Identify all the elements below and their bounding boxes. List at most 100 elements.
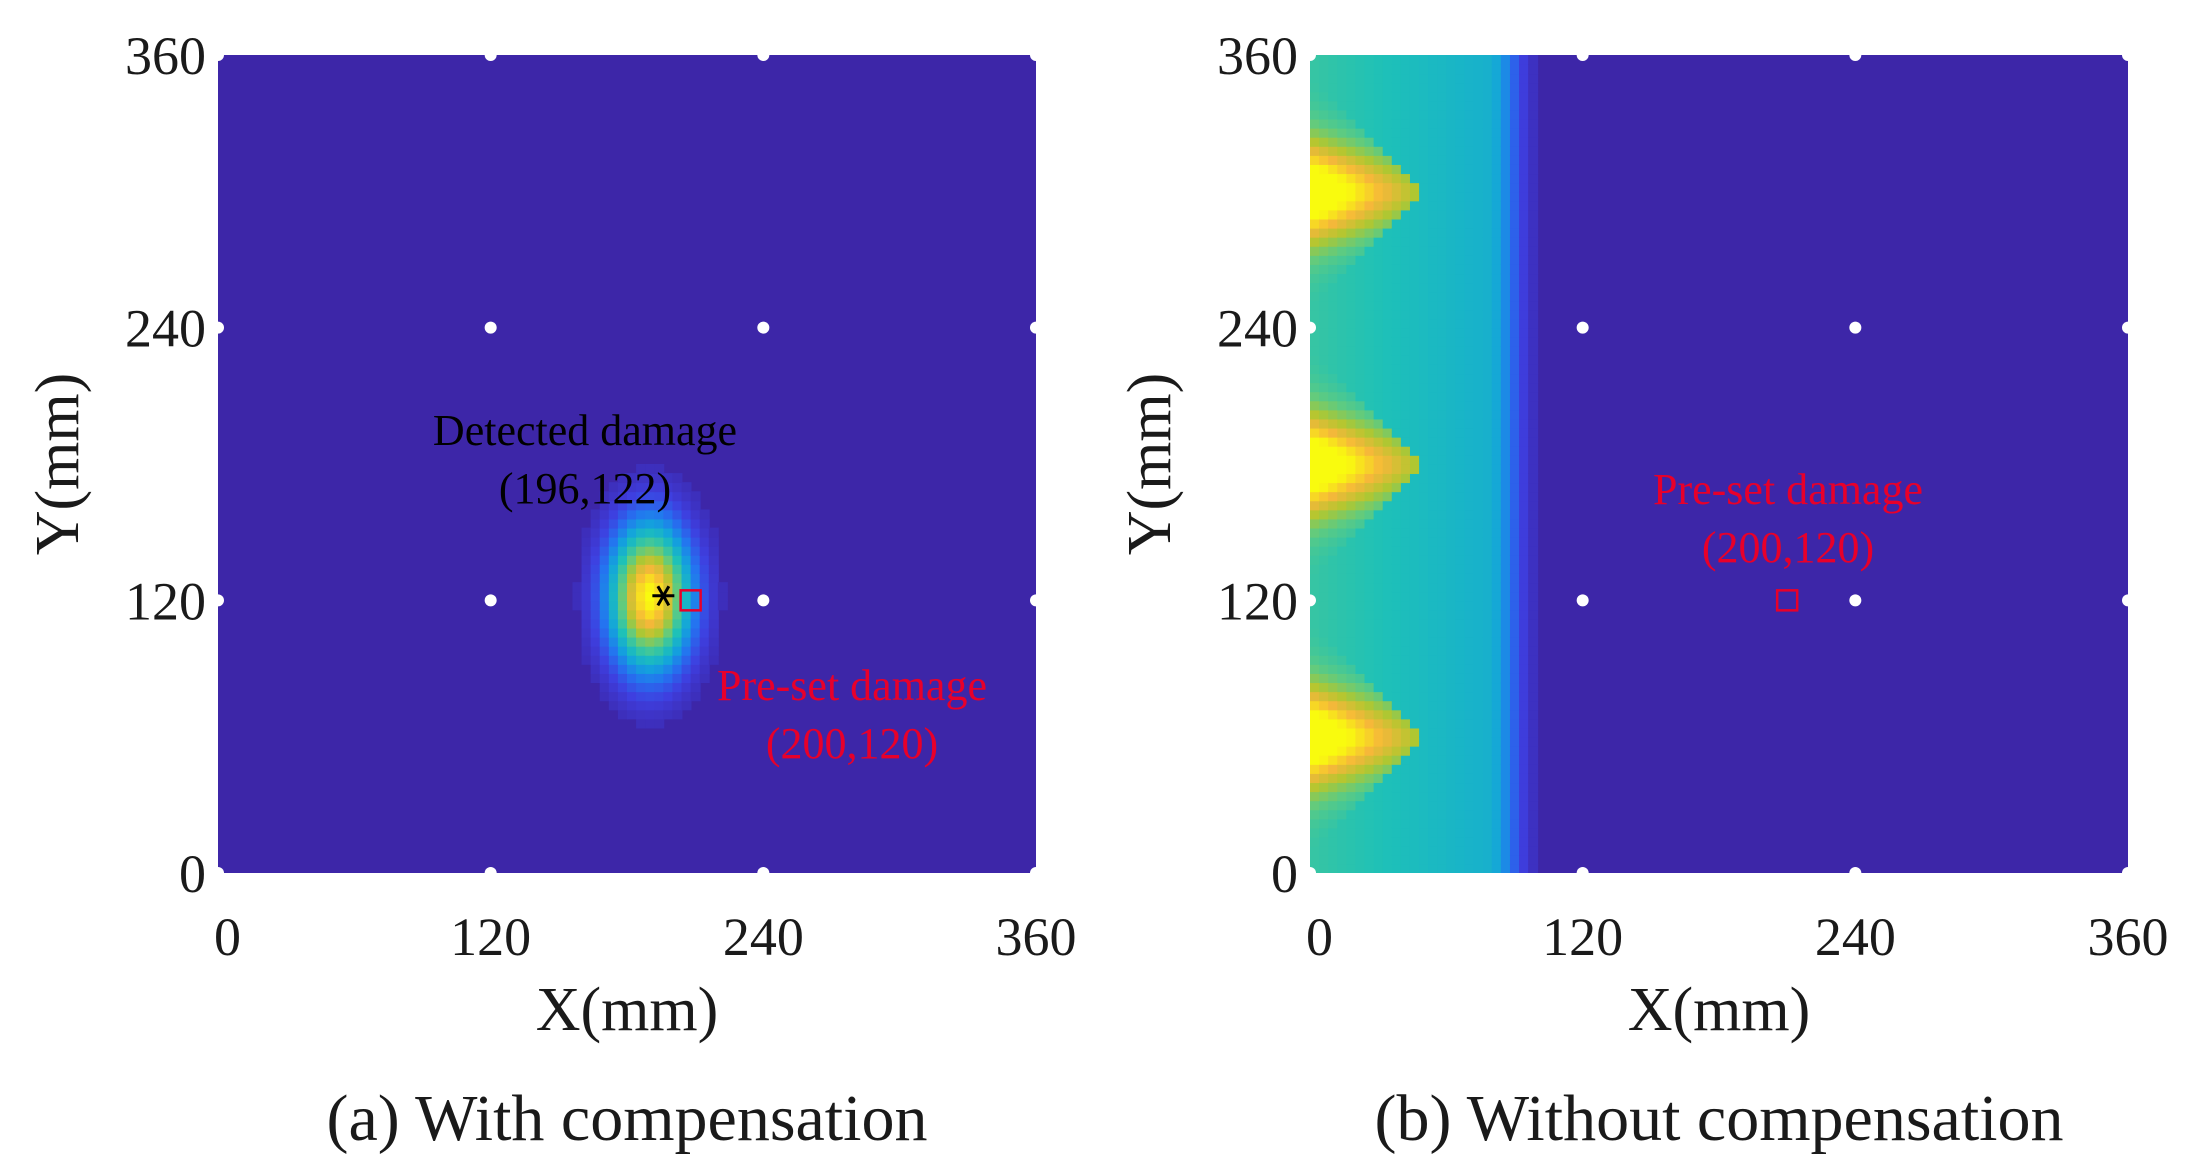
heatmap-cell: [1328, 736, 1339, 747]
heatmap-cell: [1473, 264, 1484, 275]
heatmap-cell: [1482, 264, 1493, 275]
heatmap-cell: [1473, 591, 1484, 602]
heatmap-cell: [1446, 600, 1457, 611]
heatmap-cell: [1346, 409, 1357, 420]
heatmap-cell: [1355, 773, 1366, 784]
heatmap-cell: [1473, 364, 1484, 375]
heatmap-cell: [1528, 818, 1539, 829]
heatmap-cell: [1328, 418, 1339, 429]
heatmap-cell: [1491, 554, 1502, 565]
heatmap-cell: [690, 627, 701, 638]
heatmap-cell: [1382, 527, 1393, 538]
heatmap-cell: [1437, 754, 1448, 765]
heatmap-cell: [681, 573, 692, 584]
heatmap-cell: [1373, 154, 1384, 165]
heatmap-cell: [681, 545, 692, 556]
heatmap-cell: [1400, 491, 1411, 502]
heatmap-cell: [1310, 682, 1320, 693]
heatmap-cell: [1482, 436, 1493, 447]
heatmap-cell: [1382, 673, 1393, 684]
heatmap-cell: [645, 536, 656, 547]
heatmap-cell: [1391, 282, 1402, 293]
heatmap-cell: [627, 609, 637, 620]
heatmap-cell: [1337, 136, 1348, 147]
heatmap-cell: [1382, 563, 1393, 574]
heatmap-cell: [1319, 436, 1330, 447]
heatmap-cell: [1337, 73, 1348, 84]
heatmap-cell: [1409, 336, 1420, 347]
heatmap-cell: [1500, 291, 1511, 302]
heatmap-cell: [1382, 736, 1393, 747]
heatmap-cell: [1437, 55, 1448, 65]
heatmap-cell: [1382, 100, 1393, 111]
heatmap-cell: [1391, 209, 1402, 220]
heatmap-cell: [1455, 536, 1466, 547]
heatmap-cell: [1409, 509, 1420, 520]
heatmap-cell: [1310, 736, 1320, 747]
heatmap-cell: [1446, 300, 1457, 311]
heatmap-cell: [1464, 454, 1475, 465]
heatmap-cell: [1310, 491, 1320, 502]
heatmap-cell: [1473, 700, 1484, 711]
heatmap-cell: [1528, 500, 1539, 511]
sensor-point: [1030, 321, 1042, 334]
sensor-point: [1849, 321, 1862, 334]
heatmap-cell: [1346, 809, 1357, 820]
sensor-point: [1030, 594, 1042, 607]
heatmap-cell: [1391, 245, 1402, 256]
sensor-point: [1304, 321, 1316, 334]
heatmap-cell: [1346, 818, 1357, 829]
heatmap-cell: [1346, 754, 1357, 765]
heatmap-cell: [1491, 209, 1502, 220]
heatmap-cell: [1382, 663, 1393, 674]
heatmap-cell: [1319, 709, 1330, 720]
heatmap-cell: [690, 536, 701, 547]
heatmap-cell: [1428, 282, 1439, 293]
heatmap-cell: [699, 536, 710, 547]
heatmap-cell: [1355, 382, 1366, 393]
heatmap-cell: [1500, 745, 1511, 756]
heatmap-cell: [1491, 663, 1502, 674]
heatmap-cell: [1519, 591, 1530, 602]
heatmap-cell: [581, 627, 592, 638]
heatmap-cell: [1428, 518, 1439, 529]
heatmap-cell: [1464, 773, 1475, 784]
heatmap-cell: [1382, 364, 1393, 375]
heatmap-cell: [1464, 573, 1475, 584]
heatmap-cell: [1437, 191, 1448, 202]
heatmap-cell: [1364, 627, 1375, 638]
heatmap-cell: [1473, 300, 1484, 311]
heatmap-cell: [1464, 509, 1475, 520]
heatmap-cell: [1391, 554, 1402, 565]
heatmap-cell: [1464, 300, 1475, 311]
heatmap-cell: [1328, 291, 1339, 302]
heatmap-cell: [1400, 254, 1411, 265]
heatmap-cell: [1391, 636, 1402, 647]
heatmap-cell: [1310, 118, 1320, 129]
heatmap-cell: [1482, 536, 1493, 547]
heatmap-cell: [1528, 527, 1539, 538]
heatmap-cell: [645, 527, 656, 538]
heatmap-cell: [1437, 691, 1448, 702]
heatmap-cell: [1355, 182, 1366, 193]
heatmap-cell: [1464, 391, 1475, 402]
heatmap-cell: [1364, 73, 1375, 84]
heatmap-cell: [672, 663, 683, 674]
heatmap-cell: [1482, 55, 1493, 65]
heatmap-cell: [1491, 654, 1502, 665]
heatmap-cell: [1446, 700, 1457, 711]
heatmap-cell: [1419, 636, 1430, 647]
heatmap-cell: [1328, 145, 1339, 156]
heatmap-cell: [1464, 382, 1475, 393]
heatmap-cell: [1500, 800, 1511, 811]
heatmap-cell: [1337, 682, 1348, 693]
heatmap-cell: [1373, 136, 1384, 147]
heatmap-cell: [1373, 609, 1384, 620]
heatmap-cell: [1328, 763, 1339, 774]
heatmap-cell: [1382, 791, 1393, 802]
heatmap-cell: [699, 609, 710, 620]
heatmap-cell: [1409, 245, 1420, 256]
heatmap-cell: [645, 545, 656, 556]
heatmap-cell: [1482, 418, 1493, 429]
heatmap-cell: [1509, 563, 1520, 574]
